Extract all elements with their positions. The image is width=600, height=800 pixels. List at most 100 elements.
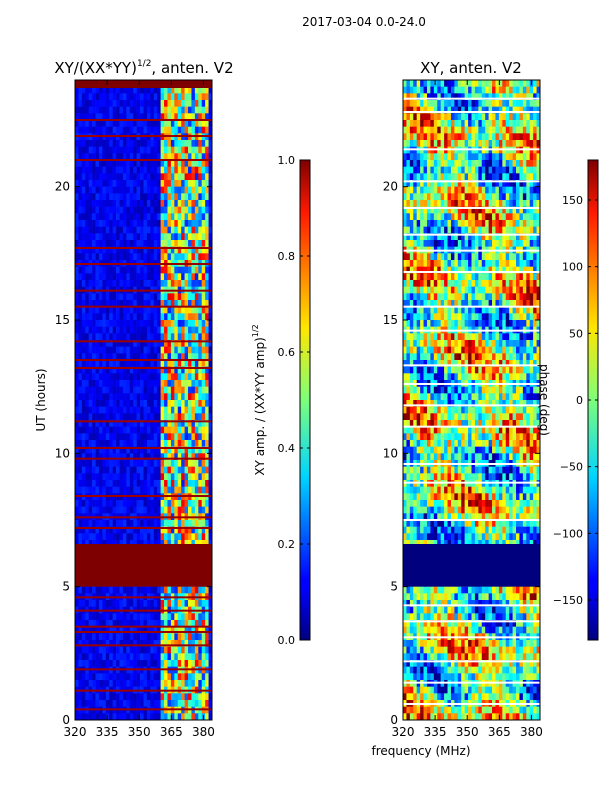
heatmap-cell — [184, 620, 189, 627]
heatmap-cell — [450, 126, 455, 134]
heatmap-cell — [440, 213, 445, 221]
heatmap-cell — [454, 166, 459, 174]
heatmap-cell — [509, 200, 513, 207]
heatmap-cell — [201, 633, 206, 641]
heatmap-cell — [170, 673, 175, 681]
heatmap-cell — [112, 506, 117, 514]
heatmap-cell — [122, 693, 127, 701]
heatmap-cell — [88, 533, 93, 541]
heatmap-cell — [174, 313, 179, 321]
heatmap-cell — [433, 180, 438, 187]
heatmap-cell — [95, 446, 100, 454]
heatmap-cell — [481, 166, 486, 174]
heatmap-cell — [485, 160, 489, 167]
heatmap-cell — [208, 693, 212, 701]
heatmap-cell — [509, 120, 513, 127]
heatmap-cell — [194, 440, 199, 447]
heatmap-cell — [157, 440, 161, 447]
heatmap-cell — [95, 100, 100, 107]
heatmap-cell — [208, 486, 212, 494]
heatmap-cell — [509, 213, 513, 221]
heatmap-cell — [140, 533, 144, 541]
heatmap-cell — [526, 206, 531, 214]
heatmap-cell — [403, 113, 407, 121]
heatmap-cell — [88, 473, 93, 481]
heatmap-cell — [164, 386, 168, 394]
heatmap-cell — [485, 166, 489, 174]
heatmap-cell — [416, 100, 421, 107]
heatmap-cell — [112, 533, 117, 541]
heatmap-cell — [516, 80, 520, 87]
heatmap-cell — [208, 500, 212, 507]
heatmap-cell — [92, 380, 96, 387]
heatmap-cell — [81, 180, 86, 187]
heatmap-cell — [133, 600, 137, 607]
heatmap-cell — [194, 86, 199, 94]
heatmap-cell — [143, 246, 148, 254]
heatmap-cell — [122, 300, 127, 307]
flag-line — [75, 447, 212, 449]
heatmap-cell — [136, 506, 141, 514]
heatmap-cell — [92, 586, 96, 594]
heatmap-cell — [208, 120, 212, 127]
heatmap-cell — [157, 106, 161, 114]
heatmap-cell — [140, 246, 144, 254]
heatmap-cell — [464, 220, 469, 227]
heatmap-cell — [464, 206, 469, 214]
heatmap-cell — [136, 700, 141, 707]
heatmap-cell — [109, 220, 113, 227]
heatmap-cell — [150, 253, 155, 261]
heatmap-cell — [112, 146, 117, 154]
heatmap-cell — [81, 233, 86, 241]
heatmap-cell — [447, 160, 452, 167]
heatmap-cell — [502, 253, 507, 261]
heatmap-cell — [433, 253, 438, 261]
heatmap-cell — [201, 426, 206, 434]
heatmap-cell — [492, 186, 496, 194]
heatmap-cell — [105, 386, 110, 394]
heatmap-cell — [112, 266, 117, 274]
heatmap-cell — [164, 393, 168, 401]
heatmap-cell — [416, 253, 421, 261]
heatmap-cell — [177, 280, 182, 287]
heatmap-cell — [102, 126, 107, 134]
heatmap-cell — [92, 620, 96, 627]
heatmap-cell — [536, 200, 540, 207]
heatmap-cell — [198, 640, 203, 647]
heatmap-cell — [167, 533, 172, 541]
heatmap-cell — [181, 220, 185, 227]
heatmap-cell — [75, 640, 79, 647]
heatmap-cell — [440, 106, 445, 114]
heatmap-cell — [208, 626, 212, 634]
heatmap-cell — [136, 153, 141, 161]
heatmap-cell — [105, 540, 110, 547]
heatmap-cell — [157, 673, 161, 681]
heatmap-cell — [447, 86, 452, 94]
flag-line — [75, 305, 212, 308]
heatmap-cell — [516, 213, 520, 221]
heatmap-cell — [184, 386, 189, 394]
heatmap-cell — [109, 253, 113, 261]
heatmap-cell — [98, 233, 103, 241]
heatmap-cell — [184, 426, 189, 434]
heatmap-cell — [102, 640, 107, 647]
heatmap-cell — [188, 420, 192, 427]
heatmap-cell — [116, 460, 120, 467]
heatmap-cell — [519, 113, 524, 121]
heatmap-cell — [112, 626, 117, 634]
heatmap-cell — [92, 406, 96, 414]
heatmap-cell — [143, 453, 148, 461]
heatmap-cell — [98, 413, 103, 421]
heatmap-cell — [78, 426, 83, 434]
heatmap-cell — [153, 446, 158, 454]
heatmap-cell — [102, 520, 107, 527]
heatmap-cell — [519, 80, 524, 87]
heatmap-cell — [167, 233, 172, 241]
heatmap-cell — [420, 240, 424, 247]
heatmap-cell — [136, 86, 141, 94]
heatmap-cell — [447, 80, 452, 87]
heatmap-cell — [102, 106, 107, 114]
heatmap-cell — [102, 326, 107, 334]
heatmap-cell — [85, 453, 89, 461]
heatmap-cell — [174, 226, 179, 234]
